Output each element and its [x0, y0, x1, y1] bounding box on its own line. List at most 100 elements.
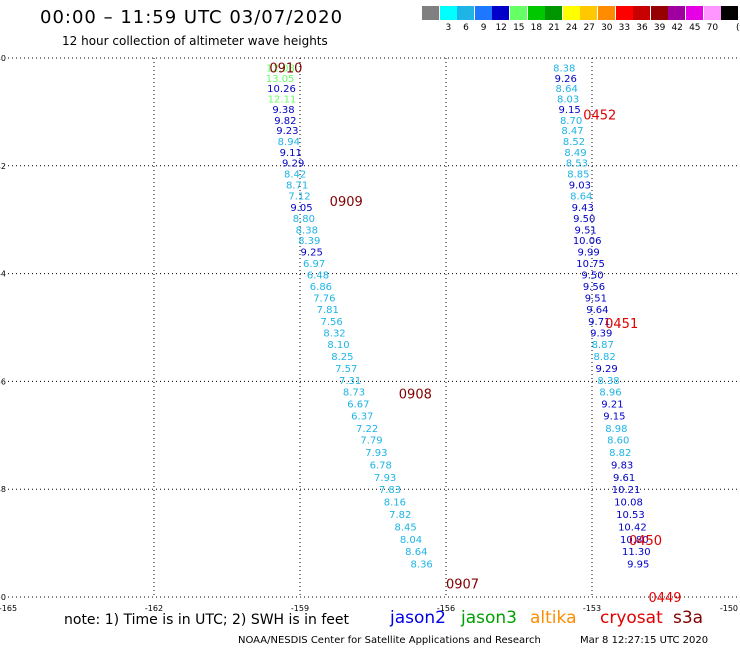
legend-swatch — [721, 6, 739, 20]
wave-height-value: 8.32 — [323, 328, 345, 339]
legend-label: 27 — [583, 23, 595, 33]
legend-swatch — [422, 6, 439, 20]
wave-height-value: 13.05 — [266, 74, 295, 85]
wave-height-value: 8.38 — [553, 64, 575, 75]
legend-label: 15 — [513, 23, 525, 33]
wave-height-value: 9.43 — [572, 203, 594, 214]
wave-height-value: 8.38 — [597, 376, 619, 387]
satellite-label-s3a: s3a — [673, 608, 704, 628]
wave-height-value: 9.25 — [301, 248, 323, 259]
wave-height-value: 10.26 — [267, 84, 296, 95]
wave-height-value: 8.49 — [564, 148, 586, 159]
wave-height-value: 10.08 — [614, 498, 643, 509]
wave-height-value: 9.05 — [290, 203, 312, 214]
wave-height-value: 8.98 — [605, 424, 627, 435]
legend-swatch — [703, 6, 721, 20]
legend-swatch — [527, 6, 545, 20]
legend-swatch — [562, 6, 580, 20]
pass-time-label: 0450 — [629, 534, 662, 549]
wave-height-value: 9.71 — [588, 317, 610, 328]
wave-height-value: 8.82 — [609, 448, 631, 459]
wave-height-value: 7.79 — [360, 436, 382, 447]
wave-height-value: 12.08 — [266, 64, 295, 75]
legend-swatch — [668, 6, 686, 20]
wave-height-value: 8.10 — [327, 340, 349, 351]
wave-height-value: 9.61 — [613, 473, 635, 484]
wave-height-value: 10.42 — [618, 522, 647, 533]
wave-height-value: 8.36 — [411, 560, 433, 571]
wave-height-value: 8.71 — [286, 181, 308, 192]
legend-label: 6 — [463, 23, 469, 33]
satellite-label-jason3: jason3 — [461, 608, 517, 628]
wave-height-value: 8.85 — [567, 169, 589, 180]
wave-height-value: 9.29 — [282, 159, 304, 170]
legend-label: 24 — [565, 23, 578, 33]
wave-height-value: 9.39 — [590, 328, 612, 339]
wave-height-value: 8.96 — [599, 388, 621, 399]
wave-height-value: 9.95 — [627, 560, 649, 571]
wave-height-value: 9.26 — [555, 74, 577, 85]
wave-height-value: 8.80 — [293, 214, 315, 225]
wave-height-value: 6.67 — [347, 399, 369, 410]
wave-height-value: 7.76 — [313, 293, 335, 304]
wave-height-value: 9.56 — [583, 282, 605, 293]
wave-height-value: 6.97 — [303, 259, 325, 270]
wave-height-value: 8.52 — [563, 137, 585, 148]
wave-height-value: 8.47 — [561, 126, 583, 137]
wave-height-value: 8.87 — [592, 340, 614, 351]
wave-height-value: 8.25 — [331, 352, 353, 363]
wave-height-value: 8.16 — [384, 498, 406, 509]
satellite-label-cryosat: cryosat — [600, 608, 663, 628]
legend-label: 42 — [671, 23, 683, 33]
lat-tick-label: -42 — [0, 162, 6, 171]
wave-height-value: 9.15 — [558, 105, 580, 116]
wave-height-value: 9.51 — [575, 225, 597, 236]
legend-label: 30 — [601, 23, 613, 33]
wave-height-value: 7.56 — [321, 317, 343, 328]
wave-height-value: 10.06 — [573, 236, 602, 247]
wave-height-value: 9.83 — [611, 460, 633, 471]
wave-height-value: 10.80 — [620, 535, 649, 546]
wave-height-value: 7.83 — [379, 485, 401, 496]
legend-swatch — [598, 6, 615, 20]
wave-height-value: 8.03 — [557, 94, 579, 105]
wave-height-value: 6.78 — [370, 460, 392, 471]
wave-height-value: 9.99 — [577, 248, 599, 259]
wave-height-value: 10.21 — [612, 485, 641, 496]
wave-height-value: 9.29 — [595, 364, 617, 375]
wave-height-value: 8.70 — [560, 116, 582, 127]
wave-height-value: 10.75 — [576, 259, 605, 270]
legend-unit: (ft) — [736, 23, 740, 33]
pass-time-label: 0909 — [330, 195, 363, 210]
wave-height-value: 10.53 — [616, 510, 645, 521]
wave-height-value: 8.64 — [405, 547, 427, 558]
wave-height-value: 7.93 — [374, 473, 396, 484]
legend-swatch — [474, 6, 492, 20]
lon-tick-label: -156 — [437, 604, 455, 613]
credit-text: NOAA/NESDIS Center for Satellite Applica… — [238, 635, 541, 646]
wave-height-value: 8.73 — [343, 388, 365, 399]
wave-height-value: 8.38 — [296, 225, 318, 236]
legend-label: 3 — [445, 23, 452, 33]
wave-height-value: 9.21 — [601, 399, 623, 410]
legend-label: 12 — [495, 23, 507, 33]
pass-time-label: 0452 — [583, 109, 616, 124]
wave-height-value: 7.81 — [317, 305, 339, 316]
wave-height-value: 9.38 — [272, 105, 294, 116]
wave-height-value: 9.51 — [585, 293, 607, 304]
wave-height-value: 11.30 — [622, 547, 651, 558]
pass-time-label: 0449 — [648, 591, 681, 606]
page-subtitle: 12 hour collection of altimeter wave hei… — [62, 34, 328, 48]
lon-tick-label: -150 — [720, 604, 738, 613]
legend-label: 45 — [689, 23, 701, 33]
legend-label: 18 — [530, 23, 543, 33]
lon-tick-label: -165 — [0, 604, 17, 613]
wave-height-value: 8.42 — [284, 169, 306, 180]
wave-height-value: 9.15 — [603, 411, 625, 422]
legend-label: 9 — [480, 23, 487, 33]
wave-height-value: 12.11 — [268, 94, 297, 105]
lat-tick-label: -40 — [0, 54, 6, 63]
page-title: 00:00 – 11:59 UTC 03/07/2020 — [40, 7, 344, 28]
lat-tick-label: -46 — [0, 377, 6, 386]
